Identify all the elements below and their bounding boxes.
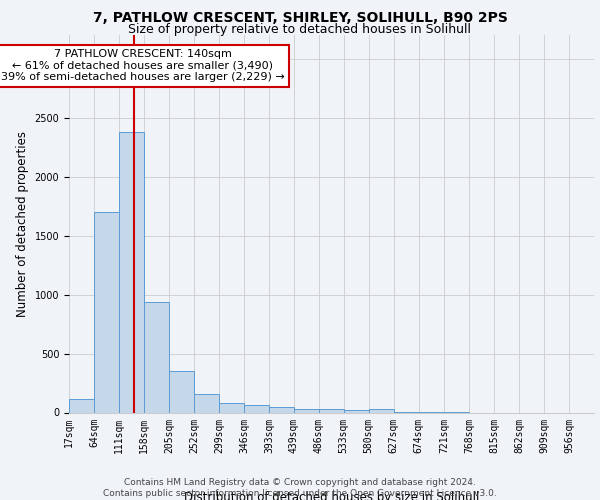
Bar	[144, 302, 169, 412]
Bar	[369, 409, 394, 412]
Text: 7, PATHLOW CRESCENT, SHIRLEY, SOLIHULL, B90 2PS: 7, PATHLOW CRESCENT, SHIRLEY, SOLIHULL, …	[92, 11, 508, 25]
Bar	[269, 407, 294, 412]
Bar	[244, 406, 269, 412]
Bar	[219, 403, 244, 412]
Bar	[293, 409, 319, 412]
Bar	[69, 399, 94, 412]
Text: Size of property relative to detached houses in Solihull: Size of property relative to detached ho…	[128, 22, 472, 36]
Y-axis label: Number of detached properties: Number of detached properties	[16, 130, 29, 317]
Bar	[119, 132, 144, 412]
Bar	[94, 212, 119, 412]
Bar	[194, 394, 219, 412]
Text: 7 PATHLOW CRESCENT: 140sqm
← 61% of detached houses are smaller (3,490)
39% of s: 7 PATHLOW CRESCENT: 140sqm ← 61% of deta…	[1, 49, 284, 82]
Bar	[344, 410, 369, 412]
Bar	[169, 370, 194, 412]
Text: Contains HM Land Registry data © Crown copyright and database right 2024.
Contai: Contains HM Land Registry data © Crown c…	[103, 478, 497, 498]
Bar	[319, 409, 344, 412]
X-axis label: Distribution of detached houses by size in Solihull: Distribution of detached houses by size …	[184, 492, 479, 500]
